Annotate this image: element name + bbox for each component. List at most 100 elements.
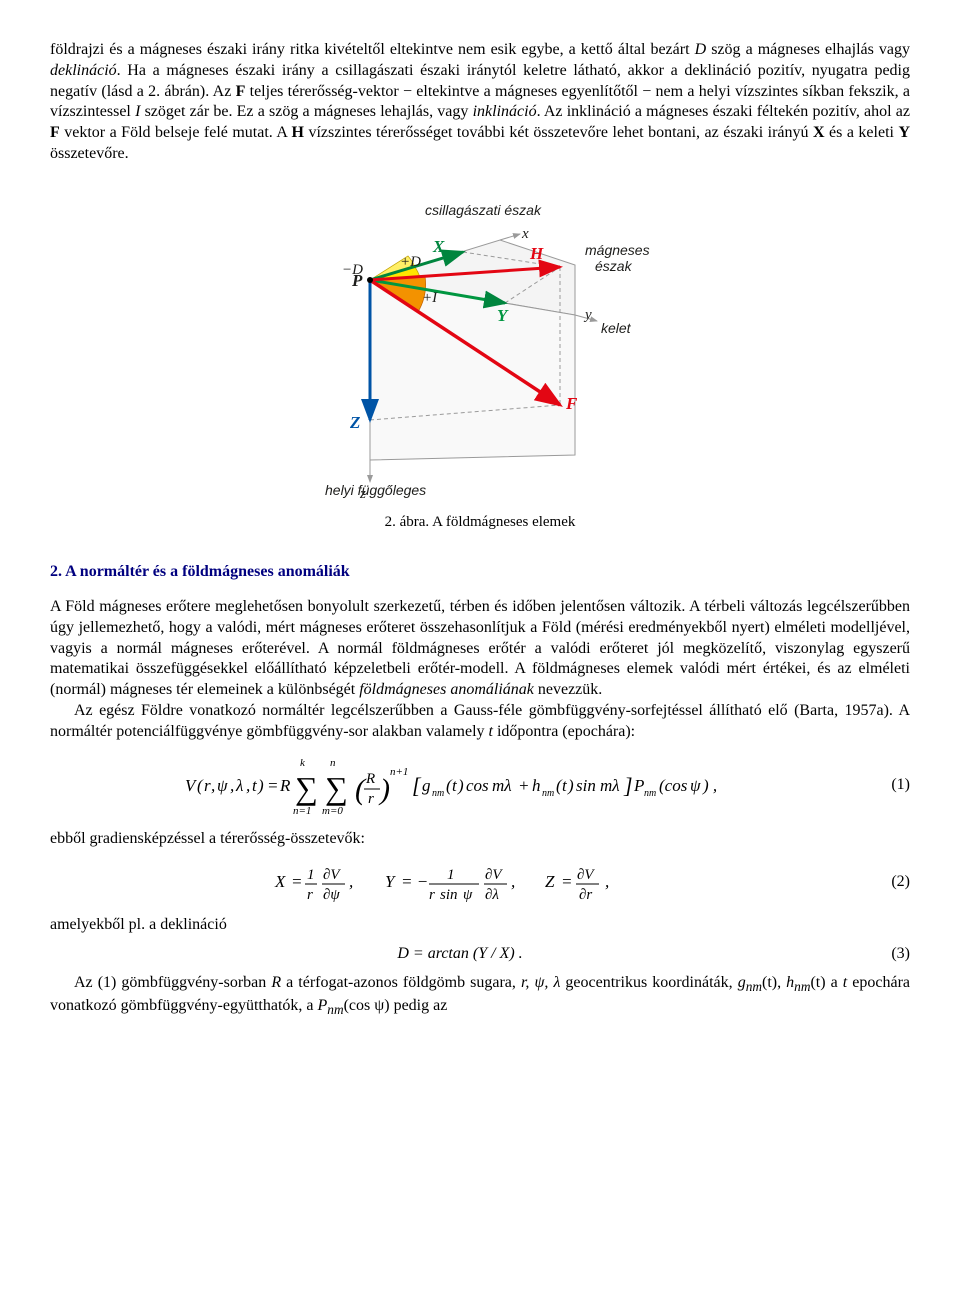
var-F2: F <box>50 124 60 141</box>
intro-paragraph: földrajzi és a mágneses északi irány rit… <box>50 40 910 165</box>
svg-text:R: R <box>279 776 291 795</box>
svg-text:∑: ∑ <box>295 770 318 806</box>
svg-text:,: , <box>246 776 250 795</box>
svg-text:X: X <box>274 872 286 891</box>
svg-text:∂r: ∂r <box>579 887 592 903</box>
svg-text:H: H <box>529 244 544 263</box>
text: nevezzük. <box>534 681 602 698</box>
text: . Az inklináció a mágneses északi féltek… <box>537 103 910 120</box>
svg-text:∂V: ∂V <box>577 867 595 883</box>
svg-text:=: = <box>267 776 278 795</box>
text: (cos ψ) pedig az <box>344 997 448 1014</box>
svg-text:Z: Z <box>545 872 555 891</box>
svg-text:x: x <box>521 226 529 242</box>
svg-text:F: F <box>565 394 578 413</box>
svg-text:m=0: m=0 <box>322 805 343 817</box>
svg-text:1: 1 <box>307 867 315 883</box>
svg-text:+D: +D <box>400 254 421 270</box>
var-g: g <box>738 974 746 991</box>
svg-text:g: g <box>422 776 431 795</box>
geomagnetic-diagram: csillagászati északxmágnesesészakkeletyz… <box>300 195 660 505</box>
text: összetevőre. <box>50 145 129 162</box>
svg-text:): ) <box>567 776 574 795</box>
svg-text:ψ: ψ <box>217 776 228 795</box>
svg-text:csillagászati észak: csillagászati észak <box>425 202 542 218</box>
text: vektor a Föld belseje felé mutat. A <box>60 124 292 141</box>
var-R: R <box>271 974 281 991</box>
svg-text:): ) <box>257 776 264 795</box>
svg-text:mλ: mλ <box>492 776 512 795</box>
svg-text:∂V: ∂V <box>485 867 503 883</box>
svg-text:n+1: n+1 <box>390 766 408 778</box>
equation-2: X = 1 r ∂V ∂ψ , Y = − 1 r sin ψ ∂V ∂λ , … <box>50 857 910 907</box>
svg-text:cos: cos <box>466 776 489 795</box>
svg-text:ψ: ψ <box>690 776 701 795</box>
text-decl: amelyekből pl. a deklináció <box>50 915 910 936</box>
svg-text:kelet: kelet <box>601 320 632 336</box>
svg-text:r: r <box>368 791 374 807</box>
svg-text:helyi függőleges: helyi függőleges <box>325 482 426 498</box>
svg-text:(: ( <box>197 776 204 795</box>
svg-text:r: r <box>204 776 211 795</box>
equation-1-body: V ( r , ψ , λ , t ) = R ∑ k n=1 ∑ n m=0 … <box>50 751 870 821</box>
svg-text:∑: ∑ <box>325 770 348 806</box>
text: geocentrikus koordináták, <box>560 974 737 991</box>
equation-2-number: (2) <box>870 872 910 893</box>
var-X: X <box>813 124 825 141</box>
equation-1: V ( r , ψ , λ , t ) = R ∑ k n=1 ∑ n m=0 … <box>50 751 910 821</box>
svg-text:λ: λ <box>235 776 243 795</box>
text: vízszintes térerősséget további két össz… <box>304 124 813 141</box>
svg-text:): ) <box>457 776 464 795</box>
svg-text:=: = <box>561 872 572 891</box>
svg-text:mλ: mλ <box>600 776 620 795</box>
equation-1-number: (1) <box>870 775 910 796</box>
svg-text:h: h <box>532 776 541 795</box>
svg-text:P: P <box>633 776 644 795</box>
text: (t) <box>810 974 825 991</box>
text: Az (1) gömbfüggvény-sorban <box>74 974 271 991</box>
var-P: P <box>318 997 328 1014</box>
text: földrajzi és a mágneses északi irány rit… <box>50 41 695 58</box>
text: (t) <box>762 974 777 991</box>
svg-text:y: y <box>583 307 592 323</box>
text: időpontra (epochára): <box>493 723 635 740</box>
svg-text:észak: észak <box>595 258 633 274</box>
svg-text:n=1: n=1 <box>293 805 311 817</box>
svg-text:,: , <box>605 872 609 891</box>
svg-text:mágneses: mágneses <box>585 242 650 258</box>
svg-text:,: , <box>230 776 234 795</box>
figure-2: csillagászati északxmágnesesészakkeletyz… <box>50 195 910 533</box>
text: Az egész Földre vonatkozó normáltér legc… <box>50 702 910 740</box>
svg-text:∂ψ: ∂ψ <box>323 887 340 903</box>
svg-text:nm: nm <box>542 788 554 799</box>
sub-nm: nm <box>746 979 762 994</box>
figure-caption: 2. ábra. A földmágneses elemek <box>50 513 910 533</box>
svg-text:n: n <box>330 757 336 769</box>
svg-text:= −: = − <box>401 872 428 891</box>
svg-text:r: r <box>429 887 435 903</box>
svg-text:Z: Z <box>349 413 360 432</box>
text-gradient: ebből gradiensképzéssel a térerősség-öss… <box>50 829 910 850</box>
term-inklinacio: inklináció <box>473 103 537 120</box>
svg-text:[: [ <box>412 773 422 798</box>
equation-3-number: (3) <box>870 944 910 965</box>
svg-text:,: , <box>349 872 353 891</box>
svg-text:): ) <box>378 773 390 806</box>
text: a <box>826 974 843 991</box>
var-F: F <box>236 83 246 100</box>
svg-text:1: 1 <box>447 867 455 883</box>
svg-text:+I: +I <box>422 290 438 306</box>
var-Y: Y <box>898 124 910 141</box>
svg-text:,: , <box>211 776 215 795</box>
svg-text:R: R <box>365 771 375 787</box>
svg-text:sin: sin <box>440 887 458 903</box>
svg-text:nm: nm <box>644 788 656 799</box>
svg-text:X: X <box>432 237 445 256</box>
svg-text:k: k <box>300 757 306 769</box>
svg-text:Y: Y <box>385 872 396 891</box>
svg-text:−D: −D <box>342 262 363 278</box>
text: szöget zár be. Ez a szög a mágneses leha… <box>140 103 472 120</box>
equation-2-body: X = 1 r ∂V ∂ψ , Y = − 1 r sin ψ ∂V ∂λ , … <box>50 857 870 907</box>
section-2-para-2: Az egész Földre vonatkozó normáltér legc… <box>50 701 910 743</box>
var-coords: r, ψ, λ <box>521 974 560 991</box>
